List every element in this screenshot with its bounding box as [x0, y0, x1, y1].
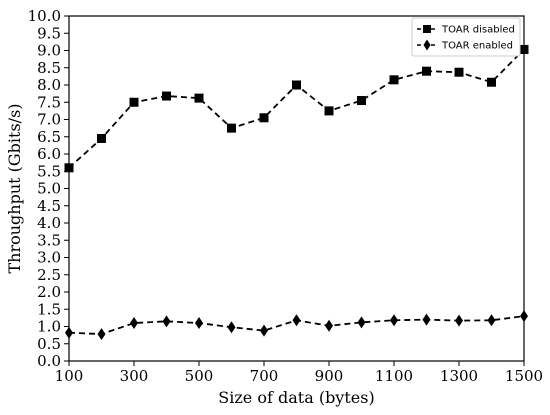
legend-item: TOAR disabled	[417, 25, 515, 36]
x-axis-label: Size of data (bytes)	[218, 388, 374, 407]
series-toar-enabled	[65, 310, 528, 341]
y-tick-label: 9.0	[37, 42, 61, 60]
data-point	[324, 106, 334, 116]
y-tick-label: 5.5	[37, 162, 61, 180]
data-point	[129, 97, 139, 107]
y-tick-label: 5.0	[37, 180, 61, 198]
data-point	[487, 314, 496, 327]
x-tick-label: 500	[185, 367, 214, 385]
x-tick-label: 700	[250, 367, 279, 385]
data-point	[194, 93, 204, 103]
y-tick-label: 3.0	[37, 249, 61, 267]
y-tick-label: 1.0	[37, 318, 61, 336]
data-point	[455, 314, 463, 327]
y-tick-label: 7.5	[37, 93, 61, 111]
data-point	[162, 91, 171, 101]
legend-item: TOAR enabled	[417, 39, 513, 52]
data-point	[454, 67, 464, 77]
data-point	[422, 66, 431, 76]
y-tick-label: 8.0	[37, 76, 61, 94]
data-point	[97, 328, 106, 341]
data-point	[97, 133, 106, 143]
legend-box	[411, 17, 521, 57]
data-point	[162, 315, 171, 328]
x-axis-ticks: 100 300 500 700 900 1100 1300 1500	[55, 361, 543, 385]
legend-marker-diamond	[423, 39, 431, 51]
legend-label: TOAR enabled	[441, 41, 513, 52]
data-point	[260, 324, 268, 337]
data-point	[357, 96, 366, 106]
y-tick-label: 0.5	[37, 335, 61, 353]
y-tick-label: 0.0	[37, 352, 61, 370]
data-point	[389, 75, 399, 85]
legend-label: TOAR disabled	[441, 25, 515, 36]
series-line	[68, 48, 525, 169]
y-tick-label: 9.5	[37, 24, 61, 42]
y-axis-ticks: 0.00.51.01.52.02.53.03.54.04.55.05.56.06…	[28, 7, 69, 370]
data-point	[227, 321, 236, 334]
x-tick-label: 1300	[440, 367, 478, 385]
y-tick-label: 4.0	[37, 214, 61, 232]
y-axis-label: Throughput (Gbits/s)	[5, 103, 24, 273]
series-layer	[64, 44, 529, 341]
data-point	[227, 123, 236, 133]
y-tick-label: 6.0	[37, 145, 61, 163]
series-toar-disabled	[64, 44, 529, 173]
x-tick-label: 1100	[375, 367, 413, 385]
data-point	[292, 314, 301, 327]
y-tick-label: 1.5	[37, 300, 61, 318]
legend-marker-square	[423, 25, 431, 33]
x-tick-label: 1500	[505, 367, 543, 385]
data-point	[292, 80, 301, 90]
y-tick-label: 8.5	[37, 59, 61, 77]
data-point	[130, 317, 138, 330]
x-tick-label: 300	[120, 367, 149, 385]
data-point	[195, 317, 203, 330]
data-point	[357, 316, 366, 329]
legend: TOAR disabled TOAR enabled	[411, 17, 521, 57]
y-tick-label: 2.0	[37, 283, 61, 301]
y-tick-label: 3.5	[37, 231, 61, 249]
plot-frame	[68, 15, 525, 362]
y-tick-label: 4.5	[37, 197, 61, 215]
y-tick-label: 2.5	[37, 266, 61, 284]
x-tick-label: 900	[315, 367, 344, 385]
data-point	[390, 314, 398, 327]
y-tick-label: 10.0	[28, 7, 61, 25]
data-point	[259, 113, 269, 123]
x-tick-label: 100	[55, 367, 84, 385]
data-point	[325, 319, 333, 332]
data-point	[487, 77, 496, 87]
y-tick-label: 6.5	[37, 128, 61, 146]
data-point	[422, 313, 431, 326]
y-tick-label: 7.0	[37, 111, 61, 129]
